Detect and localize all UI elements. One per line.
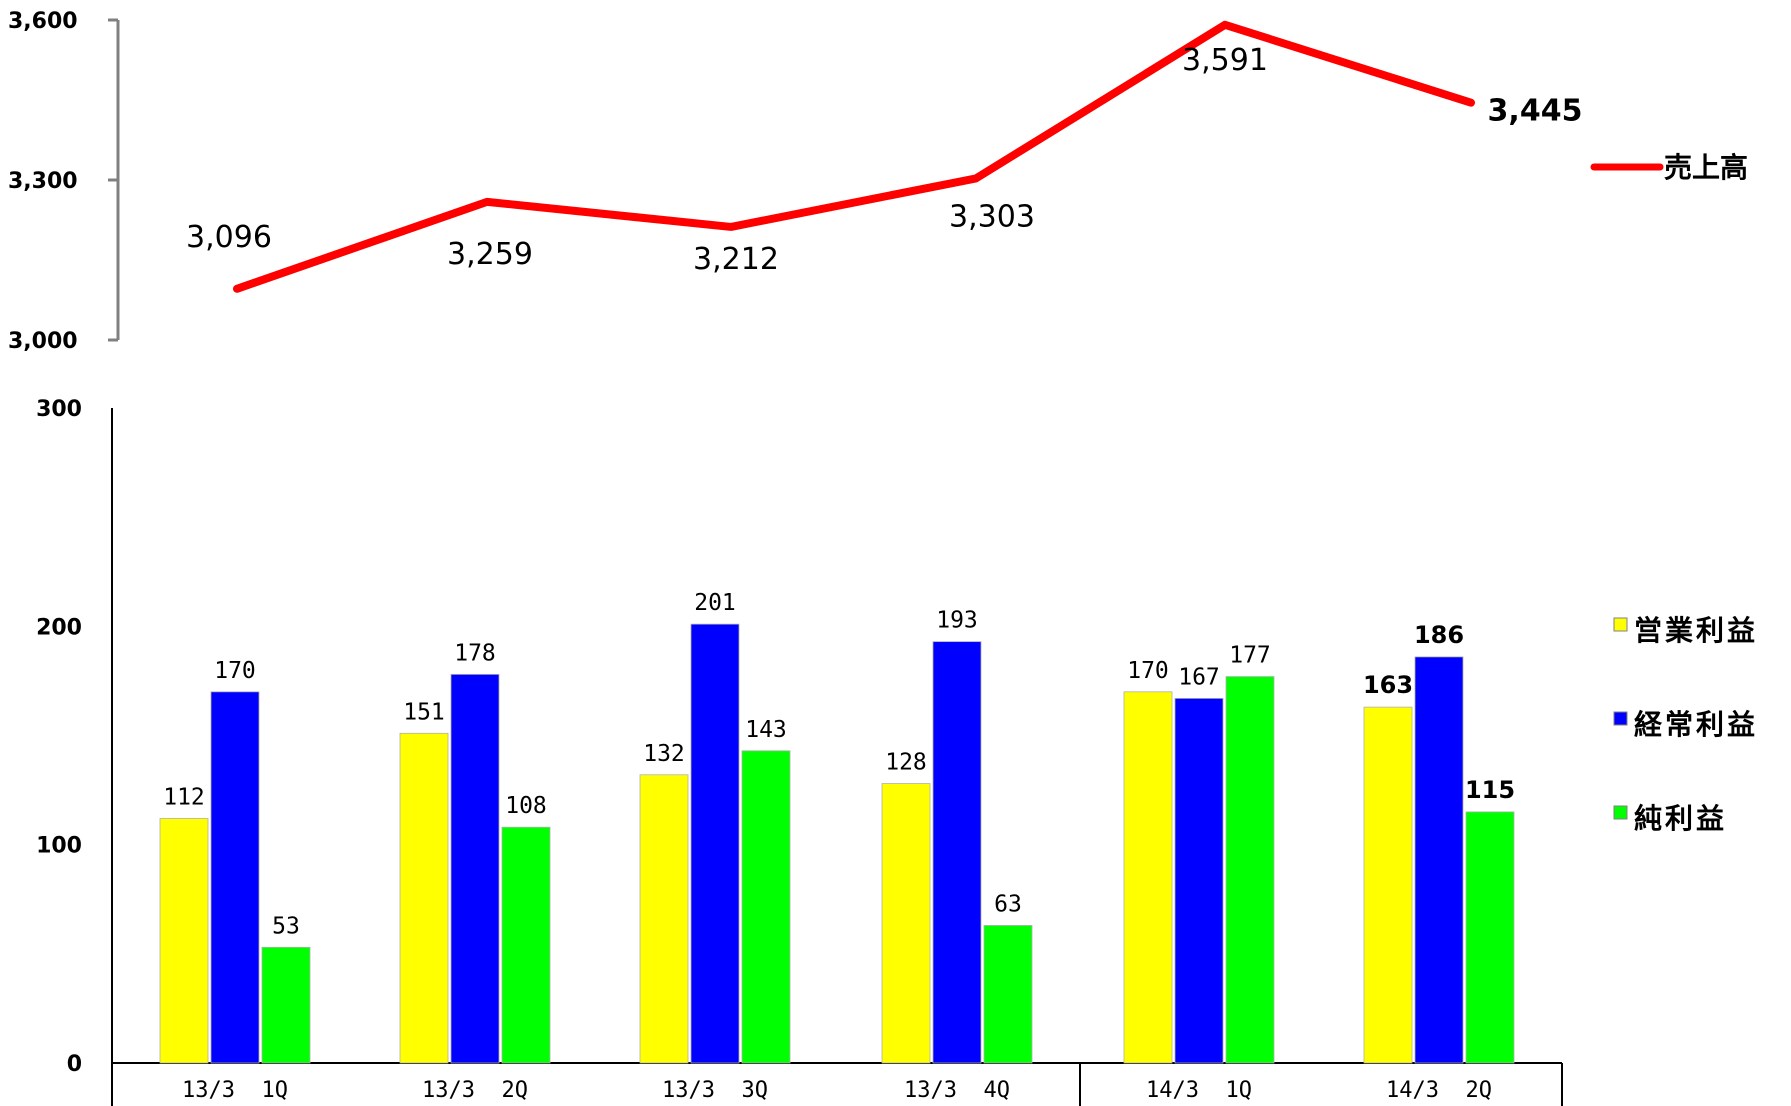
profit-data-label: 163 — [1363, 671, 1413, 699]
profit-axes — [111, 408, 1563, 1106]
sales-data-label: 3,591 — [1182, 43, 1268, 78]
profit-bar — [159, 818, 209, 1064]
profit-bar — [450, 673, 500, 1064]
profit-data-label: 186 — [1414, 621, 1464, 649]
profit-y-tick-label: 300 — [36, 397, 82, 422]
profit-data-label: 128 — [885, 750, 927, 776]
profit-data-label: 170 — [214, 658, 256, 684]
sales-y-tick-labels: 3,000 3,300 3,600 — [8, 9, 78, 354]
category-label: 13/3 2Q — [422, 1078, 528, 1103]
sales-data-label: 3,259 — [447, 237, 533, 272]
profit-bar — [1123, 691, 1173, 1064]
profit-data-label: 170 — [1127, 658, 1169, 684]
sales-y-tick-label: 3,300 — [8, 169, 78, 194]
profit-bar — [399, 732, 449, 1064]
profit-bar — [1174, 697, 1224, 1064]
profit-bar — [741, 750, 791, 1064]
profit-y-tick-label: 100 — [36, 834, 82, 859]
profit-bar — [210, 691, 260, 1064]
sales-line — [233, 20, 1475, 293]
profit-bar-chart: 0 100 200 300 112 151 132 128 170 163 170 178 201 19… — [36, 397, 1758, 1106]
sales-line-series — [233, 20, 1475, 293]
sales-data-labels: 3,096 3,259 3,212 3,303 3,591 3,445 — [186, 43, 1582, 277]
profit-data-label: 201 — [694, 590, 736, 616]
profit-data-label: 143 — [745, 717, 787, 743]
profit-bar — [1465, 811, 1515, 1064]
sales-data-label: 3,212 — [693, 242, 779, 277]
profit-y-tick-labels: 0 100 200 300 — [36, 397, 82, 1077]
profit-bar — [1225, 676, 1275, 1064]
profit-y-tick-label: 0 — [67, 1052, 82, 1077]
profit-y-tick-label: 200 — [36, 615, 82, 640]
profit-data-labels: 112 151 132 128 170 163 170 178 201 193 167 186 53 10… — [163, 590, 1515, 939]
profit-data-label: 151 — [403, 699, 445, 725]
category-label: 13/3 4Q — [904, 1078, 1010, 1103]
profit-data-label: 63 — [994, 891, 1022, 917]
sales-line-chart: 3,000 3,300 3,600 3,096 3,259 3,212 3,303 3,59… — [8, 9, 1748, 354]
profit-data-label: 177 — [1229, 643, 1271, 669]
profit-bar — [690, 623, 740, 1064]
profit-data-label: 193 — [936, 608, 978, 634]
category-label: 13/3 3Q — [662, 1078, 768, 1103]
profit-legend-swatch — [1613, 805, 1628, 820]
profit-legend-swatch — [1613, 711, 1628, 726]
sales-y-axis — [108, 18, 120, 342]
profit-data-label: 132 — [643, 741, 685, 767]
sales-legend: 売上高 — [1590, 151, 1748, 184]
profit-bar — [932, 641, 982, 1064]
profit-legend-label: 営業利益 — [1634, 614, 1758, 647]
profit-bar — [881, 783, 931, 1064]
profit-data-label: 112 — [163, 784, 205, 810]
category-label: 14/3 1Q — [1146, 1078, 1252, 1103]
profit-bar — [501, 826, 551, 1064]
profit-data-label: 178 — [454, 640, 496, 666]
profit-legend-label: 純利益 — [1634, 802, 1727, 835]
profit-bars — [159, 623, 1515, 1064]
category-label: 13/3 1Q — [182, 1078, 288, 1103]
profit-bar — [1414, 656, 1464, 1064]
profit-bar — [639, 774, 689, 1064]
profit-legend-swatch — [1613, 617, 1628, 632]
sales-data-label: 3,445 — [1488, 94, 1583, 129]
sales-y-tick-label: 3,600 — [8, 9, 78, 34]
profit-data-label: 108 — [505, 793, 547, 819]
profit-bar — [261, 946, 311, 1064]
profit-data-label: 115 — [1465, 776, 1515, 804]
sales-legend-label: 売上高 — [1664, 151, 1748, 184]
profit-bar — [983, 925, 1033, 1064]
sales-data-label: 3,096 — [186, 220, 272, 255]
profit-data-label: 53 — [272, 913, 300, 939]
sales-y-tick-label: 3,000 — [8, 329, 78, 354]
sales-data-label: 3,303 — [949, 199, 1035, 234]
profit-bar — [1363, 706, 1413, 1064]
profit-legend-label: 経常利益 — [1634, 708, 1758, 741]
category-labels: 13/3 1Q 13/3 2Q 13/3 3Q 13/3 4Q 14/3 1Q 14/3 … — [182, 1078, 1492, 1103]
profit-data-label: 167 — [1178, 664, 1220, 690]
category-label: 14/3 2Q — [1386, 1078, 1492, 1103]
